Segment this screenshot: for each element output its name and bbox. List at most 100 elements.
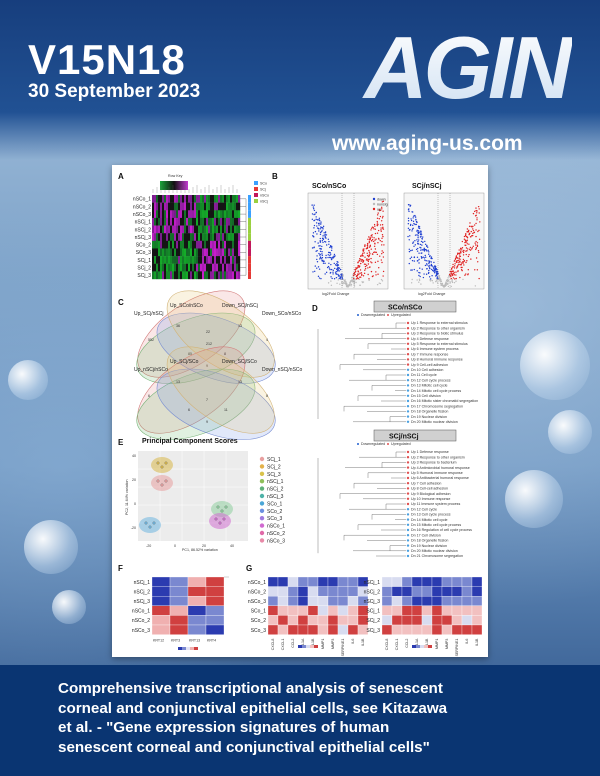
- volcano-point: [408, 208, 410, 210]
- krt-cell: [187, 586, 207, 597]
- volcano-point: [464, 239, 467, 242]
- legend-swatch: [357, 314, 359, 316]
- volcano-point: [409, 205, 411, 207]
- volcano-point: [414, 216, 417, 218]
- sasp-scale-swatch: [306, 645, 310, 648]
- sasp-col-label: MMP1: [321, 639, 325, 649]
- volcano-point: [333, 278, 336, 280]
- krt-cell: [151, 605, 171, 616]
- heatmap-cell: [160, 195, 163, 203]
- sasp-cell: [401, 576, 413, 587]
- volcano-point: [375, 251, 377, 253]
- volcano-point: [359, 260, 361, 262]
- volcano-point: [416, 279, 418, 281]
- volcano-point: [419, 267, 421, 269]
- go-term-label: Up 8 Humoral immune response: [411, 358, 463, 362]
- volcano-point: [465, 244, 467, 247]
- heatmap-cell: [152, 210, 155, 219]
- go-term-label: Up 2 Response to other organism: [411, 455, 465, 459]
- go-term-label: Dn 13 Mitotic cell cycle: [411, 384, 448, 388]
- go-term-dot: [406, 549, 410, 552]
- venn-set: [166, 290, 275, 378]
- volcano-point: [379, 282, 382, 285]
- go-term-dot: [406, 554, 410, 558]
- heatmap-cell: [190, 217, 193, 226]
- volcano-point: [441, 282, 444, 285]
- heatmap-cell: [228, 225, 231, 234]
- volcano-point: [417, 232, 419, 234]
- heatmap-cell: [222, 240, 225, 249]
- heatmap-cell: [230, 210, 233, 219]
- heatmap-cell: [208, 210, 211, 219]
- volcano-point: [455, 267, 458, 269]
- volcano-point: [339, 268, 342, 271]
- go-term-label: Up 5 Humoral immune response: [411, 471, 463, 475]
- heatmap-cell: [182, 233, 185, 242]
- volcano-point: [477, 205, 480, 208]
- heatmap-cell: [180, 256, 183, 264]
- volcano-point: [407, 235, 409, 238]
- volcano-point: [351, 280, 353, 282]
- heatmap-cell: [178, 217, 181, 226]
- heatmap-cell: [160, 271, 163, 280]
- volcano-point: [330, 268, 333, 271]
- volcano-point: [373, 223, 376, 226]
- volcano-point: [468, 233, 470, 236]
- volcano-point: [428, 269, 430, 272]
- volcano-point: [376, 214, 379, 216]
- volcano-point: [420, 249, 422, 251]
- heatmap-cell: [152, 202, 155, 211]
- legend-label: nSCj_2: [267, 487, 284, 493]
- heatmap-cell: [178, 225, 181, 234]
- legend-label: SCo: [260, 182, 267, 186]
- go-term-label: Up 11 Immune system process: [411, 502, 460, 506]
- heatmap-cell: [204, 233, 207, 242]
- volcano-frame: [403, 192, 485, 290]
- sasp-cell: [317, 624, 329, 635]
- go-term-label: Up 2 Response to other organism: [411, 326, 465, 330]
- pca-point: [224, 505, 228, 509]
- heatmap-cell: [194, 248, 197, 257]
- volcano-point: [327, 265, 330, 268]
- volcano-point: [381, 237, 383, 239]
- heatmap-cell: [188, 248, 191, 257]
- pca-point: [216, 505, 220, 509]
- heatmap-cell: [170, 271, 173, 280]
- heatmap-cell: [184, 202, 187, 211]
- journal-url[interactable]: www.aging-us.com: [332, 132, 523, 155]
- volcano-point: [448, 275, 450, 277]
- volcano-point: [450, 268, 453, 270]
- heatmap-cell: [180, 217, 183, 226]
- volcano-point: [380, 278, 383, 281]
- heatmap-row-label: nSCj_1: [135, 220, 152, 226]
- volcano-point: [416, 230, 418, 232]
- volcano-point: [418, 227, 421, 230]
- heatmap-cell: [182, 248, 185, 257]
- volcano-point: [417, 230, 420, 232]
- heatmap-group-bar: [248, 256, 251, 264]
- volcano-point: [362, 281, 365, 283]
- volcano-point: [329, 251, 331, 254]
- volcano-point: [474, 269, 476, 271]
- volcano-point: [324, 234, 327, 236]
- volcano-point: [457, 252, 459, 254]
- volcano-point: [320, 258, 323, 260]
- cover-caption: Comprehensive transcriptional analysis o…: [58, 679, 578, 757]
- volcano-point: [420, 240, 423, 243]
- volcano-plot-1: [307, 192, 389, 290]
- sasp-cell: [431, 586, 443, 597]
- volcano-point: [360, 262, 362, 265]
- heatmap-cell: [172, 256, 175, 264]
- heatmap-cell: [168, 233, 171, 242]
- volcano-point: [469, 232, 471, 235]
- venn-count: 11: [224, 408, 228, 412]
- heatmap-cell: [226, 248, 229, 257]
- heatmap-cell: [210, 240, 213, 249]
- sasp-cell: [441, 576, 453, 587]
- volcano-point: [339, 276, 342, 279]
- volcano-point: [438, 275, 441, 277]
- heatmap-group-bar: [248, 271, 251, 279]
